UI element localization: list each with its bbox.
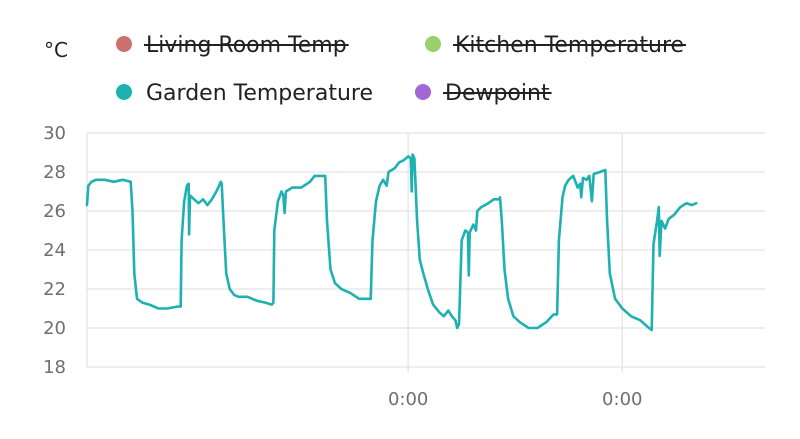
series-line-garden-temperature [85,153,698,332]
y-axis-ticks: 18 20 22 24 26 28 30 [43,123,66,378]
legend-swatch [425,36,441,52]
y-tick-label: 18 [43,357,66,378]
legend-item-dewpoint[interactable]: Dewpoint [415,81,552,106]
legend-swatch [415,84,431,100]
y-tick-label: 22 [43,279,66,300]
legend-item-living-room-temp[interactable]: Living Room Temp [116,33,349,58]
x-tick-label: 0:00 [602,389,642,410]
y-tick-label: 24 [43,240,66,261]
y-tick-label: 30 [43,123,66,144]
legend-label: Garden Temperature [146,81,373,106]
legend-swatch [116,36,132,52]
legend-swatch [116,84,132,100]
y-tick-label: 20 [43,318,66,339]
legend-item-kitchen-temperature[interactable]: Kitchen Temperature [425,33,687,58]
y-tick-label: 26 [43,201,66,222]
legend: Living Room Temp Kitchen Temperature Garde… [116,33,687,106]
grid-lines [86,132,765,373]
x-axis-ticks: 0:000:000:00 [388,389,643,410]
y-axis-unit: °C [44,38,68,62]
legend-item-garden-temperature[interactable]: Garden Temperature [116,81,373,106]
series-layer [85,153,698,332]
x-tick-label: 0:00 [388,389,428,410]
y-tick-label: 28 [43,162,66,183]
